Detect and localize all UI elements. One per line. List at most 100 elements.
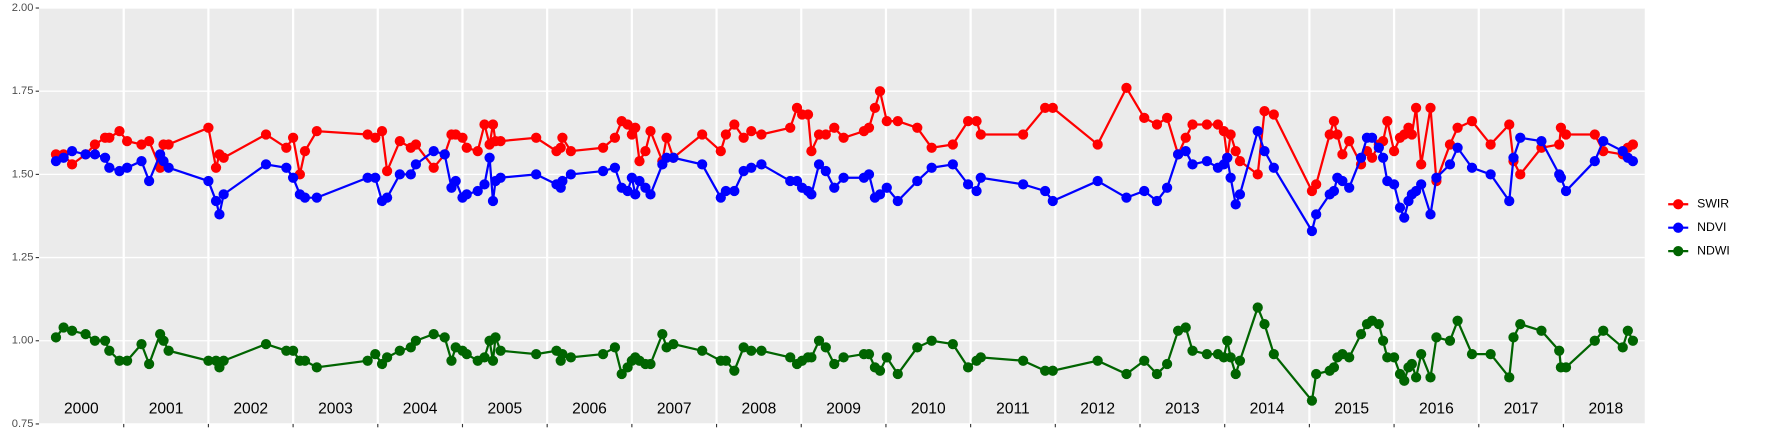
point bbox=[299, 192, 311, 203]
point bbox=[863, 348, 875, 360]
point bbox=[214, 209, 225, 220]
point bbox=[565, 145, 577, 157]
point bbox=[565, 169, 577, 180]
year-label: 2011 bbox=[996, 401, 1030, 418]
point bbox=[756, 345, 767, 356]
point bbox=[1222, 335, 1233, 346]
point bbox=[1225, 172, 1236, 183]
point bbox=[881, 116, 892, 127]
point bbox=[1234, 155, 1246, 167]
point bbox=[203, 122, 214, 133]
point bbox=[487, 195, 499, 207]
point bbox=[410, 139, 422, 150]
point bbox=[104, 132, 115, 143]
point bbox=[1416, 159, 1427, 170]
point bbox=[163, 345, 174, 356]
point bbox=[1425, 209, 1436, 220]
point bbox=[1344, 182, 1355, 193]
point bbox=[962, 362, 974, 373]
year-label: 2012 bbox=[1080, 401, 1115, 418]
point bbox=[218, 189, 229, 200]
point bbox=[947, 139, 958, 150]
point bbox=[1252, 302, 1263, 313]
point bbox=[634, 155, 645, 167]
year-label: 2002 bbox=[233, 401, 268, 418]
point bbox=[1627, 139, 1639, 150]
point bbox=[829, 122, 840, 133]
point bbox=[1598, 135, 1609, 147]
point bbox=[645, 126, 656, 137]
point bbox=[1485, 169, 1496, 180]
point bbox=[829, 182, 840, 193]
point bbox=[495, 135, 506, 147]
point bbox=[136, 338, 147, 350]
point bbox=[1230, 145, 1241, 157]
point bbox=[1410, 102, 1422, 113]
point bbox=[1382, 116, 1393, 127]
point bbox=[1332, 129, 1343, 140]
point bbox=[484, 152, 495, 163]
point bbox=[806, 189, 817, 200]
point bbox=[104, 162, 115, 173]
point bbox=[820, 129, 831, 140]
point bbox=[1377, 335, 1389, 346]
point bbox=[820, 165, 831, 177]
point bbox=[66, 145, 78, 157]
axes: 0.75 1.00 1.25 1.50 1.75 2.00 2000 2001 2002 2003… bbox=[12, 2, 1623, 430]
point bbox=[609, 342, 621, 353]
point bbox=[66, 325, 78, 336]
point bbox=[370, 348, 381, 360]
point bbox=[1425, 372, 1436, 383]
point bbox=[158, 335, 169, 346]
point bbox=[1328, 185, 1340, 197]
point bbox=[121, 162, 133, 173]
point bbox=[838, 172, 849, 183]
point bbox=[746, 345, 757, 356]
point bbox=[720, 185, 731, 197]
point bbox=[50, 332, 62, 343]
year-label: 2010 bbox=[911, 401, 946, 418]
point bbox=[1560, 129, 1572, 140]
point bbox=[457, 132, 468, 143]
point bbox=[362, 355, 373, 366]
point bbox=[394, 169, 405, 180]
point bbox=[1328, 116, 1340, 127]
point bbox=[1406, 129, 1417, 140]
point bbox=[1344, 352, 1355, 363]
point bbox=[630, 122, 641, 133]
point bbox=[1373, 142, 1384, 153]
point bbox=[121, 355, 133, 366]
point bbox=[394, 135, 405, 147]
point bbox=[1485, 139, 1496, 150]
point bbox=[1161, 358, 1173, 370]
point bbox=[1466, 348, 1478, 360]
point bbox=[428, 145, 439, 157]
point bbox=[557, 132, 568, 143]
point bbox=[381, 165, 393, 177]
point bbox=[1598, 325, 1609, 336]
point bbox=[1560, 362, 1572, 373]
point bbox=[609, 162, 621, 173]
point bbox=[1040, 102, 1051, 113]
point bbox=[657, 328, 668, 340]
point bbox=[260, 338, 272, 350]
point bbox=[715, 145, 726, 157]
point bbox=[1139, 355, 1150, 366]
point bbox=[1139, 185, 1150, 197]
point bbox=[1047, 195, 1058, 207]
point bbox=[99, 152, 111, 163]
point bbox=[80, 328, 91, 340]
year-label: 2017 bbox=[1504, 401, 1539, 418]
point bbox=[381, 352, 393, 363]
point bbox=[1555, 172, 1567, 183]
point bbox=[729, 365, 740, 376]
point bbox=[1151, 119, 1163, 130]
point bbox=[1406, 358, 1417, 370]
point bbox=[881, 352, 892, 363]
point bbox=[1161, 112, 1173, 123]
point bbox=[975, 129, 986, 140]
point bbox=[1504, 372, 1515, 383]
point bbox=[99, 335, 111, 346]
point bbox=[381, 192, 393, 203]
